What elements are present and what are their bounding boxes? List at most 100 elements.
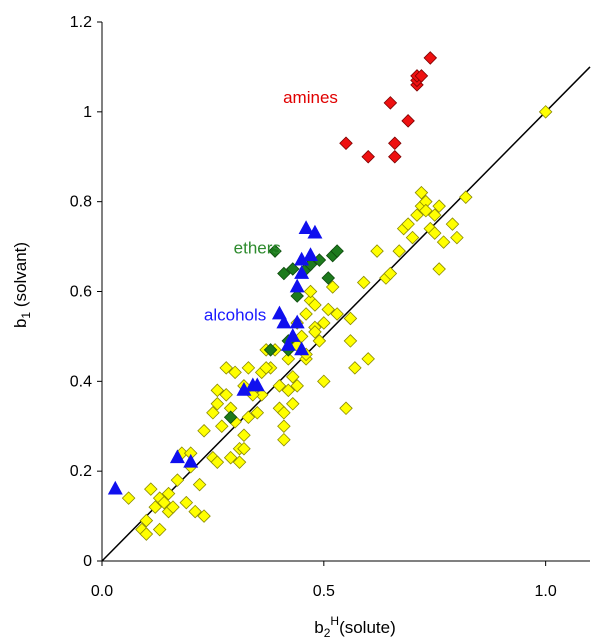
data-point — [423, 51, 438, 65]
data-point — [356, 275, 371, 290]
data-point — [419, 203, 433, 218]
data-point — [232, 455, 247, 469]
data-point — [405, 230, 420, 245]
data-point — [197, 509, 211, 523]
data-point — [321, 271, 336, 285]
x-tick-label: 0.5 — [313, 583, 335, 600]
data-point — [308, 325, 322, 339]
x-axis-title-sub: 2 — [324, 626, 331, 639]
data-point — [321, 302, 336, 317]
data-point — [192, 477, 207, 492]
data-point — [228, 365, 242, 380]
data-point — [289, 278, 305, 293]
y-axis-title-main: b — [11, 319, 30, 328]
data-point — [303, 284, 318, 299]
data-point — [170, 473, 185, 487]
series-group — [121, 105, 553, 541]
data-point — [139, 513, 154, 528]
data-point — [272, 379, 287, 393]
annotation-label: alcohols — [204, 306, 266, 325]
data-point — [237, 428, 251, 442]
data-point — [263, 343, 278, 357]
data-point — [401, 114, 415, 128]
data-point — [157, 495, 171, 510]
data-point — [219, 388, 233, 402]
data-point — [241, 410, 256, 425]
data-point — [206, 406, 220, 420]
data-point — [308, 298, 322, 312]
data-point — [307, 224, 323, 239]
data-point — [179, 495, 194, 510]
data-point — [538, 105, 553, 119]
series-group — [339, 51, 438, 164]
data-point — [343, 311, 358, 326]
y-axis-title: b1 (solvant) — [11, 242, 33, 328]
data-point — [276, 314, 292, 329]
data-point — [289, 314, 305, 329]
data-point — [277, 266, 291, 281]
data-point — [459, 190, 473, 204]
data-point — [280, 337, 296, 351]
x-tick-label: 0.0 — [91, 583, 113, 600]
data-point — [290, 289, 304, 303]
data-point — [388, 149, 402, 164]
data-point — [343, 334, 358, 348]
annotation-label: ethers — [234, 238, 281, 257]
data-point — [294, 265, 310, 279]
data-point — [285, 397, 300, 411]
data-point — [210, 397, 225, 411]
y-tick-label: 0.8 — [70, 194, 92, 211]
data-point — [414, 185, 429, 200]
data-point — [383, 96, 398, 110]
x-axis-title: b2H(solute) — [314, 614, 396, 639]
data-point — [339, 136, 353, 151]
data-point — [317, 316, 331, 330]
data-point — [436, 235, 451, 249]
data-point — [183, 453, 199, 468]
x-axis-ticks: 0.0 0.5 1.0 — [91, 561, 557, 600]
data-point — [259, 361, 273, 375]
data-point — [361, 149, 375, 164]
data-point — [450, 230, 464, 245]
y-tick-label: 1.2 — [70, 14, 92, 31]
data-point — [392, 244, 407, 258]
data-point — [330, 244, 344, 258]
data-points — [107, 51, 553, 541]
y-axis-title-rest: (solvant) — [11, 242, 30, 312]
series-group — [107, 220, 323, 495]
x-axis-title-main: b — [314, 618, 323, 637]
data-point — [152, 522, 167, 537]
data-point — [285, 370, 300, 384]
reference-line — [101, 66, 591, 562]
data-point — [427, 208, 442, 222]
data-point — [161, 486, 176, 501]
data-point — [299, 307, 313, 321]
data-point — [383, 266, 398, 281]
data-point — [121, 491, 136, 505]
data-point — [317, 374, 331, 389]
data-point — [250, 406, 265, 420]
data-point — [325, 280, 340, 294]
data-point — [107, 480, 123, 495]
data-point — [410, 208, 424, 222]
data-point — [166, 500, 180, 514]
data-point — [298, 220, 314, 235]
data-point — [277, 419, 291, 434]
data-point — [370, 244, 384, 258]
data-point — [330, 307, 344, 321]
data-point — [290, 379, 304, 393]
annotation-label: amines — [283, 88, 338, 107]
data-point — [414, 69, 429, 83]
data-point — [339, 401, 353, 416]
data-point — [148, 500, 163, 514]
y-tick-label: 1 — [83, 104, 92, 121]
x-axis-title-sup: H — [330, 614, 339, 628]
data-point — [144, 482, 158, 496]
data-point — [303, 247, 318, 261]
data-point — [401, 217, 415, 231]
data-point — [294, 341, 310, 356]
y-axis-ticks: 0 0.2 0.4 0.6 0.8 1 1.2 — [70, 14, 102, 570]
data-point — [285, 262, 300, 276]
data-point — [139, 527, 154, 541]
